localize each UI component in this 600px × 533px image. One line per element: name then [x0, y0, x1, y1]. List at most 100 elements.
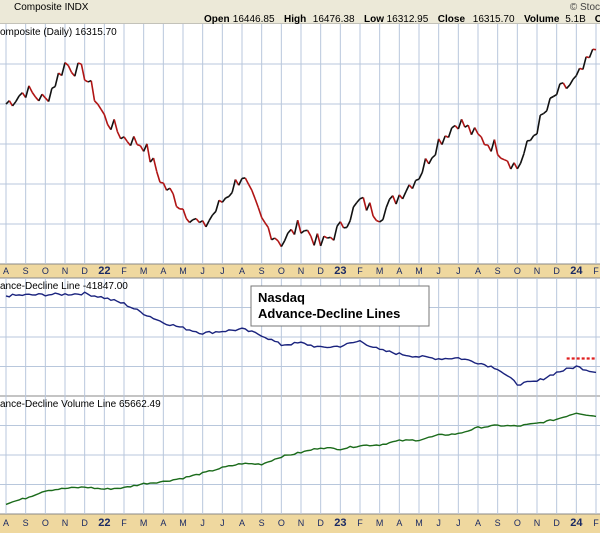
price-segment: [162, 182, 168, 191]
x-tick-label-21-1: M: [415, 518, 423, 528]
price-segment: [8, 100, 14, 107]
price-segment: [169, 187, 174, 195]
axis-labels: A A S S O O N N D D 22 22 F F M M A A M M J J J J A A S S O O N N D D 23 23…: [3, 265, 599, 529]
price-segment: [254, 198, 260, 209]
price-segment: [313, 233, 319, 246]
price-segment: [369, 202, 374, 217]
price-segment: [490, 139, 496, 152]
price-segment: [319, 235, 325, 247]
price-segment: [84, 79, 89, 83]
x-tick-label-30-0: F: [593, 266, 599, 276]
series-layer: [5, 48, 597, 506]
price-segment: [421, 158, 427, 173]
price-segment: [47, 88, 53, 102]
price-segment: [385, 198, 391, 208]
price-segment: [365, 202, 371, 211]
price-segment: [24, 85, 30, 98]
price-segment: [221, 197, 227, 203]
x-tick-label-28-0: D: [553, 266, 560, 276]
price-segment: [64, 62, 69, 67]
price-segment: [38, 93, 43, 102]
price-segment: [418, 172, 423, 180]
price-segment: [480, 136, 486, 146]
x-tick-label-20-1: A: [396, 518, 402, 528]
x-tick-label-17-1: 23: [334, 517, 346, 529]
price-segment: [185, 217, 191, 224]
x-tick-label-19-1: M: [376, 518, 384, 528]
x-tick-label-24-0: A: [475, 266, 481, 276]
price-segment: [372, 215, 378, 221]
symbol-label: Composite INDX: [14, 2, 89, 13]
price-segment: [103, 114, 109, 125]
price-segment: [218, 199, 223, 203]
x-tick-label-17-0: 23: [334, 265, 346, 277]
price-segment: [51, 85, 56, 90]
price-segment: [225, 195, 230, 199]
price-segment: [411, 180, 417, 189]
quote-label-3: Close: [438, 14, 466, 25]
price-segment: [172, 193, 178, 207]
price-segment: [67, 65, 73, 73]
price-segment: [339, 221, 345, 229]
ad-line-series: [5, 291, 597, 386]
price-segment: [379, 218, 384, 223]
x-tick-label-2-0: O: [42, 266, 49, 276]
x-tick-label-8-0: A: [160, 266, 166, 276]
x-tick-label-5-1: 22: [98, 517, 110, 529]
x-tick-label-9-0: M: [179, 266, 187, 276]
x-tick-label-4-1: D: [81, 518, 88, 528]
price-segment: [77, 62, 82, 65]
price-segment: [136, 143, 141, 147]
gridlines: [0, 24, 600, 514]
price-segment: [120, 136, 125, 140]
price-segment: [539, 112, 544, 116]
price-segment: [100, 108, 106, 115]
x-tick-label-10-1: J: [200, 518, 205, 528]
price-segment: [516, 162, 522, 170]
x-tick-label-15-0: N: [298, 266, 305, 276]
x-tick-label-1-1: S: [23, 518, 29, 528]
x-tick-label-13-0: S: [259, 266, 265, 276]
price-segment: [238, 178, 243, 186]
price-segment: [572, 75, 577, 80]
x-tick-label-9-1: M: [179, 518, 187, 528]
x-tick-label-8-1: A: [160, 518, 166, 528]
quote-value-3: 16315.70: [473, 14, 515, 25]
price-segment: [274, 237, 279, 242]
quote-value-1: 16476.38: [313, 14, 355, 25]
price-segment: [211, 210, 217, 216]
price-segment: [231, 179, 237, 193]
price-segment: [129, 136, 135, 146]
price-segment: [300, 230, 305, 234]
price-segment: [477, 133, 482, 138]
price-segment: [437, 138, 443, 145]
price-segment: [182, 208, 188, 219]
price-segment: [271, 237, 276, 241]
copyright-text: © Stoc: [570, 2, 600, 13]
price-segment: [401, 191, 407, 200]
price-segment: [493, 139, 499, 155]
price-segment: [428, 157, 433, 165]
price-segment: [552, 93, 558, 98]
price-segment: [536, 115, 542, 135]
price-segment: [519, 153, 525, 164]
price-segment: [244, 177, 250, 185]
price-segment: [11, 101, 17, 107]
price-segment: [264, 222, 269, 228]
price-segment: [474, 127, 479, 135]
x-tick-label-0-0: A: [3, 266, 9, 276]
x-tick-label-19-0: M: [376, 266, 384, 276]
price-segment: [506, 160, 512, 170]
price-segment: [156, 171, 161, 183]
price-segment: [80, 63, 86, 81]
price-segment: [569, 78, 574, 86]
price-segment: [562, 82, 568, 89]
quote-value-0: 16446.85: [233, 14, 275, 25]
x-tick-label-6-0: F: [121, 266, 127, 276]
price-segment: [415, 178, 420, 182]
x-tick-label-22-1: J: [436, 518, 441, 528]
x-tick-label-3-0: N: [62, 266, 69, 276]
price-segment: [310, 235, 315, 246]
quote-label-4: Volume: [524, 14, 560, 25]
x-tick-label-23-0: J: [456, 266, 461, 276]
